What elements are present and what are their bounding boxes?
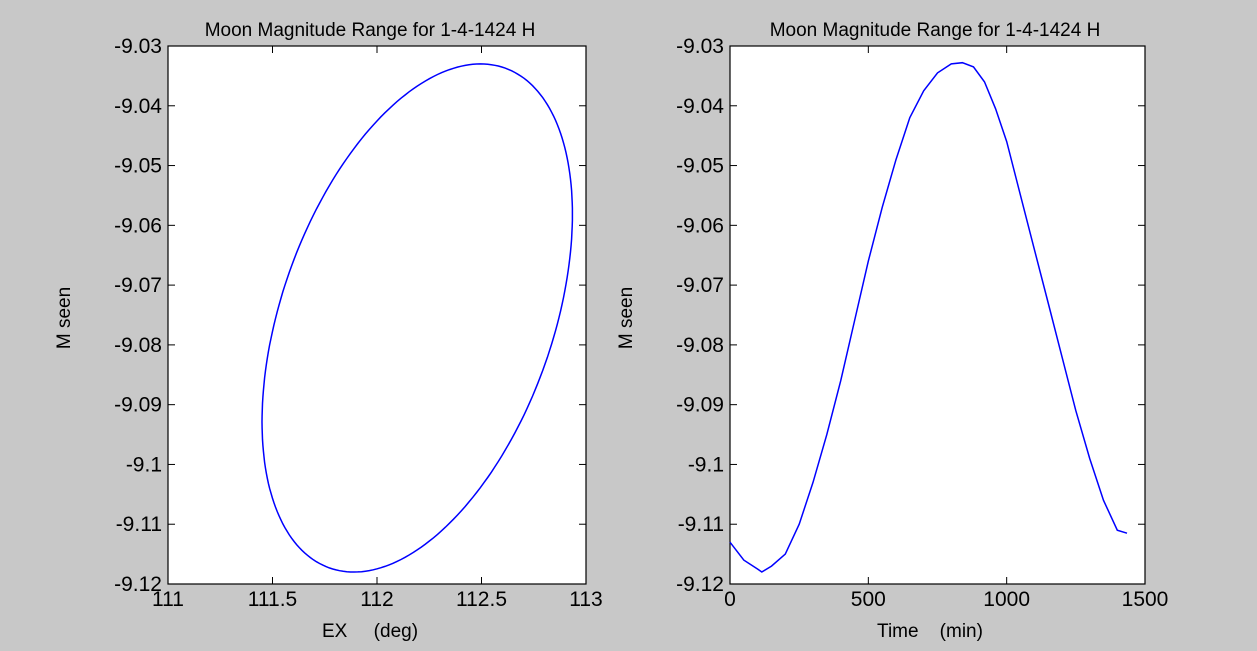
right-chart-title: Moon Magnitude Range for 1-4-1424 H [770, 20, 1101, 41]
left-y-axis: -9.03 -9.04 -9.05 -9.06 -9.07 -9.08 -9.09 -9.1 -… [114, 35, 586, 596]
left-y-tick-label: -9.09 [114, 394, 162, 417]
right-y-tick-label: -9.08 [676, 334, 724, 357]
right-x-tick-label: 1000 [983, 588, 1030, 611]
right-y-tick-label: -9.07 [676, 274, 724, 297]
right-y-tick-label: -9.06 [676, 214, 724, 237]
left-y-tick-label: -9.08 [114, 334, 162, 357]
left-y-tick-label: -9.11 [116, 513, 162, 536]
left-y-tick-label: -9.1 [126, 453, 162, 476]
right-y-tick-label: -9.03 [676, 35, 724, 58]
left-series-line [261, 63, 574, 573]
left-x-axis: 111 111.5 112 112.5 113 [152, 46, 603, 611]
left-x-tick-label: 113 [569, 588, 602, 611]
right-x-axis: 0 500 1000 1500 [724, 46, 1168, 611]
right-plot-area [729, 45, 1146, 585]
right-y-tick-label: -9.12 [676, 573, 724, 596]
right-y-tick-label: -9.04 [676, 95, 724, 118]
right-series-line [729, 61, 1128, 573]
left-y-tick-label: -9.04 [114, 95, 162, 118]
right-x-axis-title: Time (min) [877, 621, 983, 642]
left-x-tick-label: 111 [152, 588, 184, 611]
left-y-tick-label: -9.03 [114, 35, 162, 58]
left-y-tick-label: -9.06 [114, 214, 162, 237]
left-y-tick-label: -9.12 [114, 573, 162, 596]
left-y-tick-label: -9.05 [114, 155, 162, 178]
right-y-tick-label: -9.09 [676, 394, 724, 417]
left-y-tick-label: -9.07 [114, 274, 162, 297]
right-y-axis: -9.03 -9.04 -9.05 -9.06 -9.07 -9.08 -9.09 -9.1 -… [676, 35, 1145, 596]
left-x-tick-label: 111.5 [248, 588, 297, 611]
right-y-tick-label: -9.1 [688, 453, 724, 476]
left-chart: Moon Magnitude Range for 1-4-1424 H -9.0… [54, 20, 603, 642]
right-y-tick-label: -9.05 [676, 155, 724, 178]
left-chart-title: Moon Magnitude Range for 1-4-1424 H [205, 20, 536, 41]
left-x-axis-title: EX (deg) [322, 621, 418, 642]
right-y-tick-label: -9.11 [678, 513, 724, 536]
left-y-axis-title: M seen [54, 287, 75, 349]
right-chart: Moon Magnitude Range for 1-4-1424 H -9.0… [616, 20, 1168, 642]
right-x-tick-label: 500 [851, 588, 886, 611]
left-x-tick-label: 112 [360, 588, 393, 611]
left-plot-area [167, 45, 587, 585]
right-y-axis-title: M seen [616, 287, 637, 349]
right-x-tick-label: 1500 [1122, 588, 1169, 611]
left-x-tick-label: 112.5 [456, 588, 507, 611]
right-x-tick-label: 0 [724, 588, 736, 611]
